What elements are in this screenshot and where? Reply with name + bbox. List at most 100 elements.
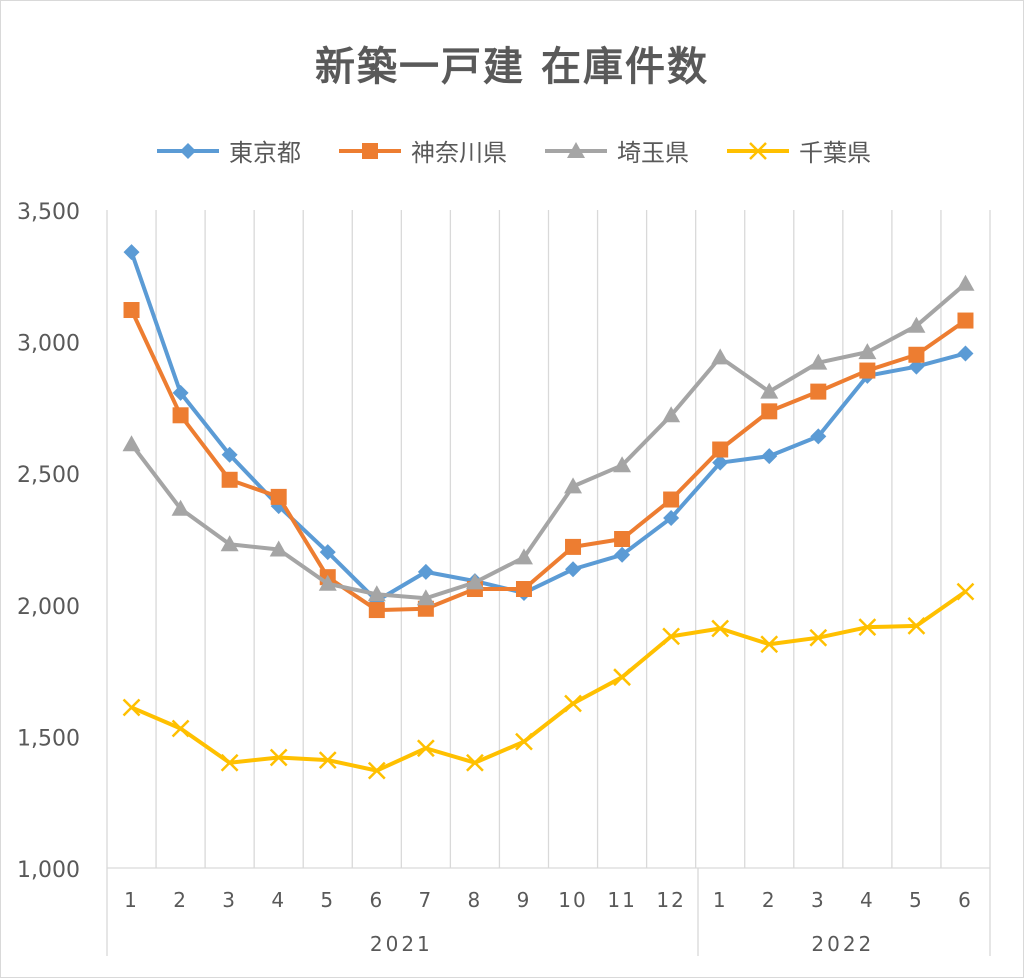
data-point	[859, 362, 876, 379]
marker-stroke	[907, 616, 926, 635]
x-tick-label: 5	[909, 888, 924, 912]
series-line	[129, 251, 966, 603]
marker-stroke	[515, 732, 533, 751]
data-point	[221, 471, 238, 488]
data-point	[171, 719, 190, 738]
data-point	[956, 582, 975, 601]
chart-title: 新築一戸建 在庫件数	[315, 44, 709, 90]
legend-label-chiba: 千葉県	[799, 139, 871, 167]
y-tick-label: 1,000	[17, 858, 80, 883]
data-point	[220, 753, 239, 772]
data-point	[810, 383, 827, 400]
data-point	[416, 739, 435, 758]
legend-label-tokyo: 東京都	[229, 139, 301, 167]
legend-symbol	[362, 142, 378, 159]
x-tick-label: 9	[517, 888, 532, 912]
data-point	[564, 694, 582, 713]
data-point	[465, 573, 484, 590]
data-point	[907, 316, 926, 333]
marker-stroke	[466, 753, 484, 772]
legend-label-saitama: 埼玉県	[617, 139, 689, 167]
data-point	[319, 544, 336, 561]
data-point	[220, 535, 239, 552]
x-tick-label: 1	[124, 888, 139, 912]
legend-item-chiba: 千葉県	[723, 133, 871, 168]
data-point	[270, 488, 287, 505]
data-point	[318, 751, 337, 769]
data-point	[123, 244, 140, 261]
x-tick-label: 3	[811, 888, 826, 912]
data-point	[514, 548, 533, 565]
data-point	[515, 732, 533, 751]
marker-stroke	[564, 694, 582, 713]
data-point	[809, 628, 828, 647]
legend-symbol	[567, 141, 585, 158]
x-tick-label: 3	[222, 888, 237, 912]
marker-stroke	[711, 619, 730, 638]
legend: 東京都 神奈川県 埼玉県 千葉県	[0, 133, 1024, 168]
y-tick-label: 3,000	[17, 332, 80, 357]
marker-stroke	[613, 668, 631, 687]
legend-item-saitama: 埼玉県	[541, 133, 689, 168]
series-4	[122, 582, 975, 780]
x-group-label: 2021	[370, 932, 433, 956]
x-tick-label: 2	[173, 888, 188, 912]
y-tick-label: 2,000	[17, 595, 80, 620]
data-point	[761, 448, 778, 465]
data-point	[614, 531, 631, 547]
y-tick-label: 1,500	[17, 726, 80, 751]
data-point	[809, 353, 828, 370]
series-2	[123, 302, 974, 619]
x-tick-label: 10	[558, 888, 587, 912]
data-point	[515, 581, 532, 598]
legend-item-tokyo: 東京都	[153, 133, 301, 168]
legend-symbol	[180, 142, 196, 159]
series-line	[129, 282, 967, 601]
data-point	[662, 406, 681, 423]
marker-stroke	[122, 698, 141, 717]
legend-symbol	[749, 141, 767, 160]
data-point	[760, 635, 779, 654]
data-point	[614, 546, 631, 563]
marker-stroke	[749, 141, 767, 160]
data-point	[613, 668, 631, 687]
legend-item-kanagawa: 神奈川県	[335, 133, 507, 168]
x-tick-label: 6	[958, 888, 973, 912]
data-point	[711, 348, 730, 365]
data-point	[957, 345, 974, 362]
marker-stroke	[318, 751, 337, 769]
data-point	[663, 491, 680, 508]
legend-marker-tokyo	[157, 142, 219, 159]
data-point	[269, 748, 288, 767]
data-point	[466, 753, 484, 772]
data-point	[565, 538, 582, 555]
x-group-label: 2022	[811, 932, 874, 956]
data-point	[564, 477, 583, 494]
data-point	[367, 585, 386, 602]
x-tick-label: 12	[656, 888, 685, 912]
x-tick-label: 5	[320, 888, 335, 912]
data-point	[956, 274, 975, 291]
data-point	[711, 619, 730, 638]
data-point	[122, 435, 141, 452]
data-point	[367, 761, 386, 780]
y-tick-label: 2,500	[17, 463, 80, 488]
data-point	[858, 618, 877, 637]
marker-stroke	[662, 627, 681, 646]
legend-marker-kanagawa	[339, 142, 401, 159]
data-point	[761, 403, 778, 420]
data-point	[712, 441, 729, 458]
marker-stroke	[367, 761, 386, 780]
data-point	[613, 456, 632, 473]
data-point	[171, 499, 190, 516]
data-point	[908, 346, 925, 363]
data-point	[810, 428, 827, 445]
data-point	[858, 343, 877, 360]
data-point	[122, 698, 141, 717]
data-point	[760, 382, 779, 399]
data-point	[318, 574, 337, 591]
x-tick-label: 1	[713, 888, 728, 912]
series-line	[130, 589, 967, 773]
legend-marker-chiba	[727, 141, 789, 160]
